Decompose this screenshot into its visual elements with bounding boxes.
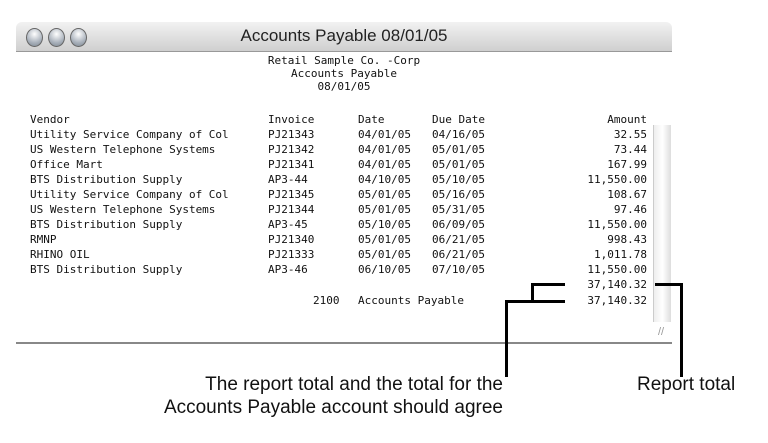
account-number: 2100 [313,294,340,307]
table-row-cell: Utility Service Company of Col [30,128,229,141]
table-row-cell: PJ21341 [268,158,315,171]
table-row-cell: 05/01/05 [358,233,411,246]
annotation-left-2: Accounts Payable account should agree [163,397,503,418]
table-row-cell: Office Mart [30,158,103,171]
table-row-cell: 32.55 [613,128,647,141]
table-row-cell: 04/01/05 [358,128,411,141]
annotation-left-1: The report total and the total for the [205,374,503,395]
callout-line [531,283,534,303]
table-row-cell: PJ21333 [268,248,315,261]
table-row-cell: 108.67 [607,188,647,201]
account-total: 37,140.32 [587,294,647,307]
company-name: Retail Sample Co. -Corp [267,54,421,67]
table-row-cell: 05/10/05 [358,218,411,231]
account-name: Accounts Payable [358,294,464,307]
table-row-cell: BTS Distribution Supply [30,218,183,231]
table-row-cell: PJ21342 [268,143,315,156]
resize-grip-icon[interactable]: // [658,326,665,338]
report-window: Accounts Payable 08/01/05 Retail Sample … [16,22,672,344]
callout-line [505,300,565,303]
table-row-cell: AP3-46 [268,263,308,276]
table-row-cell: 04/01/05 [358,143,411,156]
zoom-button[interactable] [70,28,87,47]
title-bar[interactable]: Accounts Payable 08/01/05 [16,22,672,52]
table-row-cell: RMNP [30,233,57,246]
table-row-cell: 73.44 [613,143,647,156]
table-row-cell: Utility Service Company of Col [30,188,229,201]
report-total: 37,140.32 [587,278,647,291]
table-row-cell: 167.99 [607,158,647,171]
table-row-cell: 05/01/05 [358,188,411,201]
table-row-cell: BTS Distribution Supply [30,173,183,186]
table-row-cell: 04/10/05 [358,173,411,186]
vertical-scrollbar[interactable] [653,125,671,322]
table-row-cell: AP3-44 [268,173,308,186]
column-header-cell: Due Date [432,113,485,126]
table-row-cell: 05/01/05 [432,143,485,156]
table-row-cell: PJ21344 [268,203,315,216]
table-row-cell: 06/21/05 [432,248,485,261]
table-row-cell: US Western Telephone Systems [30,203,216,216]
table-row-cell: AP3-45 [268,218,308,231]
close-button[interactable] [26,28,43,47]
table-row-cell: RHINO OIL [30,248,90,261]
table-row-cell: 05/01/05 [358,203,411,216]
column-header-cell: Vendor [30,113,70,126]
callout-line [680,283,683,377]
callout-line [505,300,508,377]
table-row-cell: 11,550.00 [587,173,647,186]
callout-line [531,283,565,286]
table-row-cell: 06/09/05 [432,218,485,231]
table-row-cell: 05/01/05 [432,158,485,171]
table-row-cell: PJ21340 [268,233,315,246]
table-row-cell: 1,011.78 [594,248,647,261]
table-row-cell: 05/31/05 [432,203,485,216]
table-row-cell: 04/01/05 [358,158,411,171]
column-header-cell: Date [358,113,385,126]
table-row-cell: 05/01/05 [358,248,411,261]
report-name: Accounts Payable [291,67,397,80]
table-row-cell: 998.43 [607,233,647,246]
table-row-cell: 06/10/05 [358,263,411,276]
column-header-cell: Invoice [268,113,315,126]
table-row-cell: 05/10/05 [432,173,485,186]
table-row-cell: PJ21345 [268,188,315,201]
table-row-cell: 11,550.00 [587,263,647,276]
minimize-button[interactable] [48,28,65,47]
table-row-cell: 97.46 [613,203,647,216]
table-row-cell: 05/16/05 [432,188,485,201]
table-row-cell: US Western Telephone Systems [30,143,216,156]
report-date: 08/01/05 [317,80,371,93]
callout-line [655,283,683,286]
table-row-cell: 04/16/05 [432,128,485,141]
table-row-cell: 07/10/05 [432,263,485,276]
annotation-right: Report total [637,374,736,395]
table-row-cell: BTS Distribution Supply [30,263,183,276]
column-header-cell: Amount [607,113,647,126]
window-title: Accounts Payable 08/01/05 [240,26,448,45]
table-row-cell: 11,550.00 [587,218,647,231]
table-row-cell: 06/21/05 [432,233,485,246]
table-row-cell: PJ21343 [268,128,315,141]
